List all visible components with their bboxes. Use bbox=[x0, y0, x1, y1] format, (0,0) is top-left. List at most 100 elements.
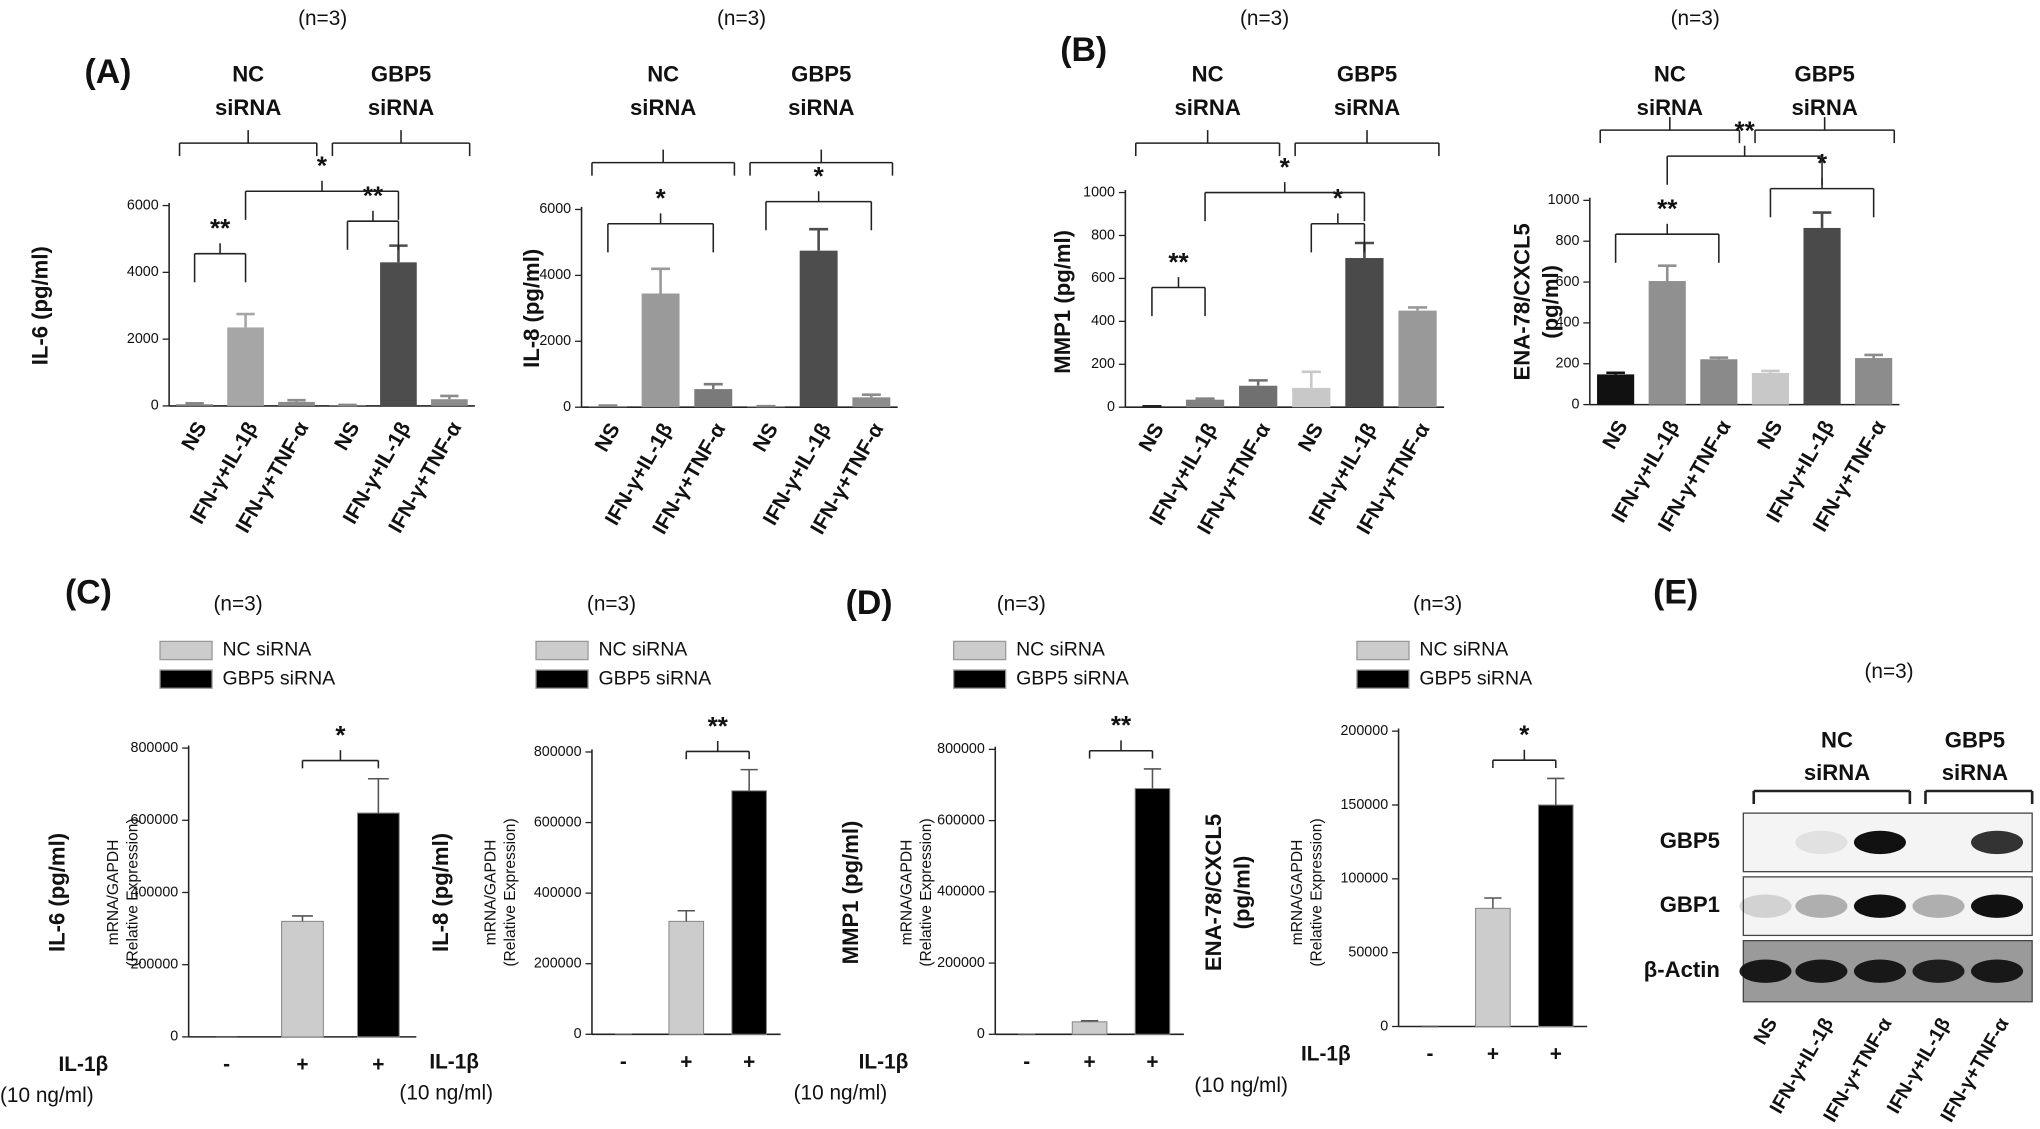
y-tick-label: 1000 bbox=[1548, 192, 1580, 208]
x-tick-label: - bbox=[1023, 1050, 1030, 1073]
y-tick-label: 0 bbox=[170, 1029, 178, 1045]
blot-title: (n=3) bbox=[1864, 660, 1913, 683]
legend-swatch bbox=[159, 669, 213, 689]
group-label: siRNA bbox=[1942, 760, 2008, 785]
significance: * bbox=[1519, 720, 1530, 750]
y-tick-label: 600 bbox=[1556, 274, 1580, 290]
bar bbox=[1803, 227, 1841, 405]
bar bbox=[227, 327, 264, 406]
y-axis-sublabel: (Relative Expression) bbox=[502, 818, 519, 966]
y-axis-label: (pg/ml) bbox=[1230, 856, 1255, 930]
x-tick-label: NS bbox=[1294, 419, 1328, 456]
bar bbox=[176, 404, 213, 406]
y-axis-label: ENA-78/CXCL5 bbox=[1201, 814, 1226, 971]
y-tick-label: 200000 bbox=[1340, 723, 1388, 739]
chart-title: (n=3) bbox=[587, 592, 636, 615]
y-axis-sublabel: mRNA/GAPDH bbox=[1289, 840, 1306, 946]
y-axis-label: IL-8 (pg/ml) bbox=[519, 249, 544, 368]
x-tick-label: + bbox=[743, 1050, 755, 1073]
x-tick-label: NS bbox=[1753, 416, 1787, 453]
y-tick-label: 0 bbox=[151, 398, 159, 414]
x-tick-label: NS bbox=[748, 419, 782, 456]
legend-swatch bbox=[535, 669, 589, 689]
x-axis-label: IL-1β bbox=[859, 1050, 909, 1073]
x-tick-label: + bbox=[1487, 1043, 1499, 1066]
bar bbox=[641, 293, 680, 408]
bar bbox=[1648, 281, 1686, 405]
bar bbox=[1071, 1021, 1108, 1035]
chart-title: (n=3) bbox=[717, 7, 766, 30]
bar bbox=[1700, 359, 1738, 405]
y-tick-label: 150000 bbox=[1340, 797, 1388, 813]
y-tick-label: 200000 bbox=[937, 955, 985, 971]
y-axis-sublabel: mRNA/GAPDH bbox=[105, 840, 122, 946]
x-axis-label: (10 ng/ml) bbox=[1194, 1074, 1288, 1097]
panel-label: (D) bbox=[846, 584, 893, 622]
x-tick-label: NS bbox=[1134, 419, 1168, 456]
blot-band bbox=[1853, 894, 1906, 918]
bar bbox=[1345, 258, 1384, 408]
y-tick-label: 0 bbox=[977, 1026, 985, 1042]
panel-label: (E) bbox=[1653, 573, 1698, 611]
group-label: siRNA bbox=[215, 95, 281, 120]
y-tick-label: 0 bbox=[1571, 396, 1579, 412]
y-tick-label: 4000 bbox=[127, 264, 159, 280]
bar bbox=[1537, 804, 1574, 1028]
x-tick-label: - bbox=[223, 1053, 230, 1076]
y-axis-sublabel: (Relative Expression) bbox=[1308, 818, 1325, 966]
y-axis-label: MMP1 (pg/ml) bbox=[1050, 230, 1075, 374]
bar bbox=[1134, 788, 1171, 1035]
panel-label: (C) bbox=[65, 573, 112, 611]
y-tick-label: 200000 bbox=[534, 955, 582, 971]
legend-swatch bbox=[952, 640, 1007, 661]
bar bbox=[1475, 907, 1511, 1028]
chart-title: (n=3) bbox=[1671, 7, 1720, 30]
group-label: NC bbox=[1654, 61, 1686, 86]
x-axis-label: IL-1β bbox=[1301, 1043, 1351, 1066]
chart-title: (n=3) bbox=[1240, 7, 1289, 30]
y-tick-label: 0 bbox=[1380, 1018, 1388, 1034]
x-tick-label: + bbox=[372, 1053, 384, 1076]
significance: * bbox=[317, 151, 328, 181]
y-tick-label: 400000 bbox=[937, 884, 985, 900]
blot-row-label: GBP1 bbox=[1660, 892, 1720, 917]
blot-row-label: GBP5 bbox=[1660, 828, 1720, 853]
significance: * bbox=[814, 161, 825, 191]
y-axis-sublabel: (Relative Expression) bbox=[918, 818, 935, 966]
y-tick-label: 2000 bbox=[127, 331, 159, 347]
y-tick-label: 50000 bbox=[1348, 944, 1388, 960]
bar bbox=[431, 399, 468, 406]
y-axis-sublabel: mRNA/GAPDH bbox=[482, 840, 499, 946]
y-axis-label: MMP1 (pg/ml) bbox=[838, 821, 863, 965]
group-label: siRNA bbox=[1791, 95, 1857, 120]
y-tick-label: 800000 bbox=[131, 740, 179, 756]
y-axis-label: IL-6 (pg/ml) bbox=[27, 246, 52, 365]
y-tick-label: 600000 bbox=[131, 812, 179, 828]
bar bbox=[1855, 358, 1893, 405]
bar bbox=[1239, 385, 1278, 408]
significance: * bbox=[335, 720, 346, 750]
legend-label: NC siRNA bbox=[598, 639, 687, 661]
legend-label: NC siRNA bbox=[222, 639, 311, 661]
lane-label: NS bbox=[1749, 1014, 1782, 1048]
chart-title: (n=3) bbox=[1413, 592, 1462, 615]
chart-title: (n=3) bbox=[298, 7, 347, 30]
bar bbox=[694, 389, 733, 408]
x-axis-label: (10 ng/ml) bbox=[399, 1082, 493, 1105]
blot-band bbox=[1912, 894, 1965, 918]
significance: ** bbox=[210, 213, 231, 243]
legend-label: GBP5 siRNA bbox=[598, 667, 711, 689]
bar bbox=[1398, 310, 1437, 408]
x-tick-label: + bbox=[680, 1050, 692, 1073]
group-label: siRNA bbox=[1804, 760, 1870, 785]
y-tick-label: 600000 bbox=[937, 812, 985, 828]
legend-label: GBP5 siRNA bbox=[1016, 667, 1129, 689]
blot-band bbox=[1795, 894, 1848, 918]
y-tick-label: 0 bbox=[563, 399, 571, 415]
blot-band bbox=[1795, 959, 1848, 983]
y-tick-label: 800000 bbox=[534, 744, 582, 760]
y-tick-label: 600000 bbox=[534, 814, 582, 830]
x-tick-label: - bbox=[620, 1050, 627, 1073]
group-label: GBP5 bbox=[371, 61, 431, 86]
